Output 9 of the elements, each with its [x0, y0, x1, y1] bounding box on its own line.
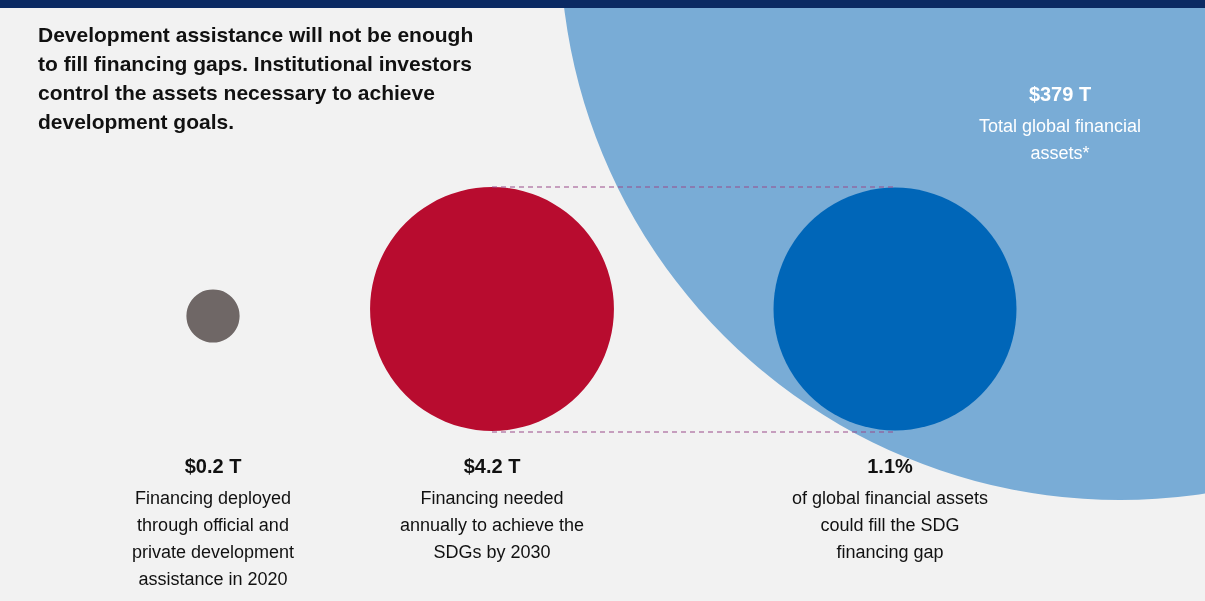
category-label: Financing deployed through official and private development assistance in 2020 [131, 487, 295, 589]
category-label: Financing needed annually to achieve the SDGs by 2030 [399, 487, 585, 562]
data-label: $379 T [1028, 83, 1092, 105]
text: Development assistance will not be enough to fill financing gaps. Institutional investors control the assets necessary to achieve development goals. [38, 23, 474, 133]
category-label: Total global financial assets* [978, 115, 1142, 163]
data-label: $0.2 T [184, 455, 242, 477]
data-label: 1.1% [867, 455, 914, 477]
category-label: of global financial assets could fill the SDG financing gap [791, 487, 989, 562]
data-label: $4.2 T [463, 455, 521, 477]
